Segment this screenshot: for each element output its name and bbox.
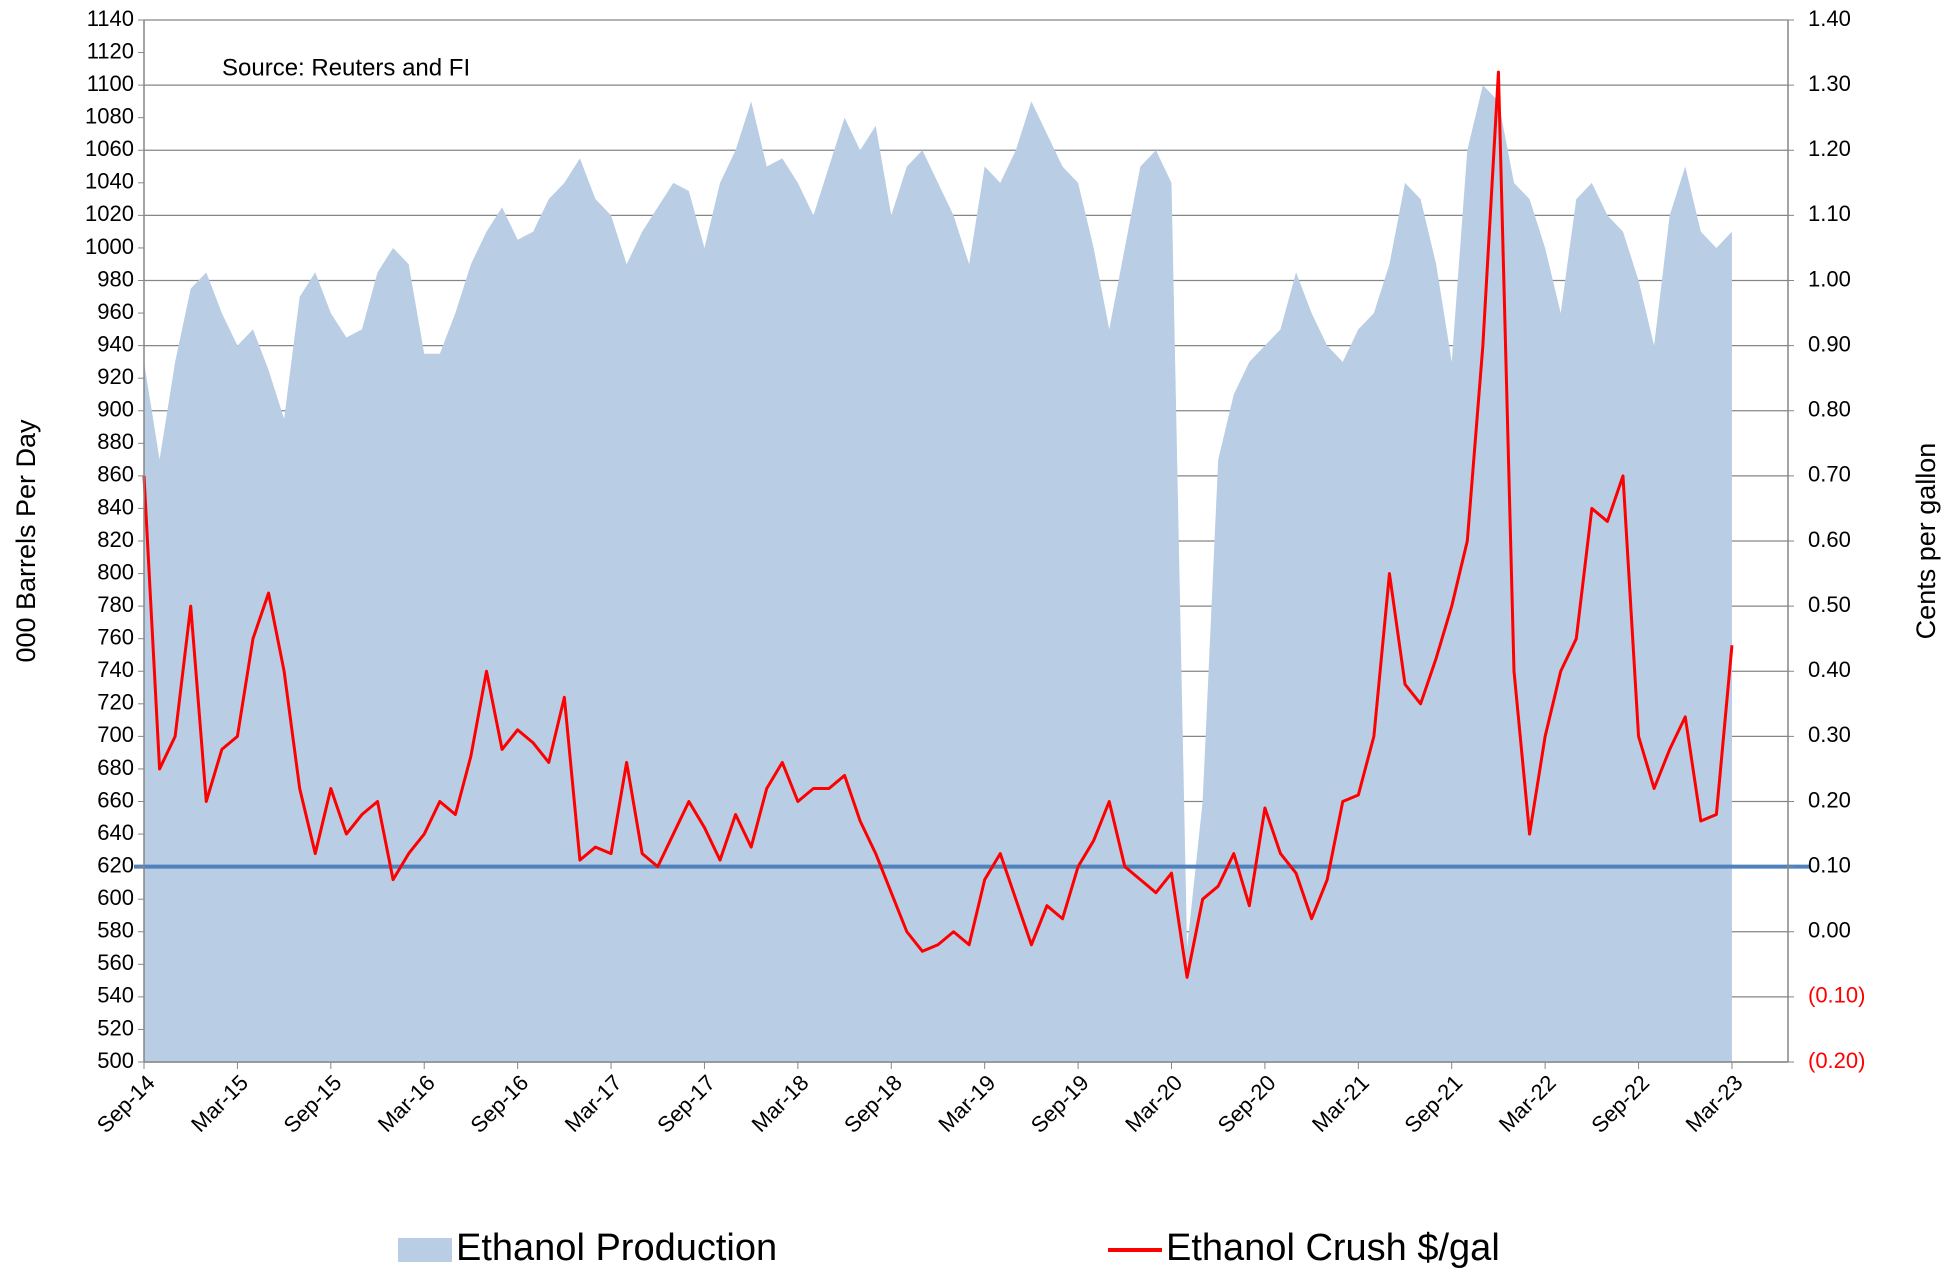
x-tick-label: Sep-19 — [1026, 1070, 1094, 1138]
y-axis-title: 000 Barrels Per Day — [11, 419, 41, 663]
y2-tick-label: 0.70 — [1808, 462, 1851, 487]
y-tick-label: 640 — [97, 820, 134, 845]
y-tick-label: 800 — [97, 559, 134, 584]
x-tick-label: Mar-15 — [186, 1070, 253, 1137]
y2-tick-label: 0.00 — [1808, 918, 1851, 943]
y-tick-label: 600 — [97, 885, 134, 910]
y2-tick-label: 0.50 — [1808, 592, 1851, 617]
y-tick-label: 1040 — [85, 169, 134, 194]
x-tick-label: Sep-17 — [652, 1070, 720, 1138]
y-tick-label: 740 — [97, 657, 134, 682]
y-tick-label: 880 — [97, 429, 134, 454]
x-tick-label: Mar-23 — [1681, 1070, 1748, 1137]
y2-tick-label: 0.60 — [1808, 527, 1851, 552]
y-tick-label: 840 — [97, 494, 134, 519]
y-tick-label: 700 — [97, 722, 134, 747]
y-tick-label: 720 — [97, 690, 134, 715]
y-tick-label: 540 — [97, 983, 134, 1008]
x-tick-label: Mar-19 — [933, 1070, 1000, 1137]
y2-tick-label: 0.20 — [1808, 787, 1851, 812]
y-tick-label: 960 — [97, 299, 134, 324]
line — [142, 70, 1734, 979]
y-tick-label: 520 — [97, 1015, 134, 1040]
y-tick-label: 1080 — [85, 104, 134, 129]
x-tick-label: Sep-15 — [279, 1070, 347, 1138]
y2-tick-label: (0.20) — [1808, 1048, 1865, 1073]
y2-tick-label: 0.10 — [1808, 852, 1851, 877]
y2-tick-label: 1.00 — [1808, 266, 1851, 291]
y-tick-label: 920 — [97, 364, 134, 389]
y2-tick-label: 1.30 — [1808, 71, 1851, 96]
x-tick-label: Sep-14 — [92, 1070, 160, 1138]
y-tick-label: 1100 — [87, 71, 134, 96]
x-tick-label: Mar-20 — [1120, 1070, 1187, 1137]
y-tick-label: 680 — [97, 755, 134, 780]
area — [144, 85, 1732, 1062]
x-tick-label: Sep-20 — [1213, 1070, 1281, 1138]
y2-tick-label: 1.20 — [1808, 136, 1851, 161]
x-tick-label: Mar-16 — [373, 1070, 440, 1137]
legend-swatch — [398, 1238, 452, 1262]
y-tick-label: 560 — [97, 950, 134, 975]
y-tick-label: 660 — [97, 787, 134, 812]
y-tick-label: 980 — [97, 266, 134, 291]
y-tick-label: 820 — [97, 527, 134, 552]
x-tick-label: Sep-22 — [1586, 1070, 1654, 1138]
y2-tick-label: 1.10 — [1808, 201, 1851, 226]
y2-tick-label: 0.40 — [1808, 657, 1851, 682]
x-tick-label: Sep-21 — [1400, 1070, 1468, 1138]
x-tick-label: Mar-22 — [1494, 1070, 1561, 1137]
y-tick-label: 1060 — [85, 136, 134, 161]
y-tick-label: 940 — [97, 331, 134, 356]
legend-label: Ethanol Production — [456, 1227, 777, 1269]
y2-tick-label: (0.10) — [1808, 983, 1865, 1008]
y-tick-label: 780 — [97, 592, 134, 617]
y-tick-label: 1140 — [87, 6, 134, 31]
y-tick-label: 1120 — [87, 38, 134, 63]
y2-tick-label: 0.90 — [1808, 331, 1851, 356]
legend-label: Ethanol Crush $/gal — [1166, 1227, 1500, 1269]
y-tick-label: 860 — [97, 462, 134, 487]
y2-tick-label: 1.40 — [1808, 6, 1851, 31]
y-tick-label: 580 — [97, 918, 134, 943]
x-tick-label: Mar-17 — [560, 1070, 627, 1137]
y-tick-label: 1000 — [85, 234, 134, 259]
x-tick-label: Mar-21 — [1307, 1070, 1374, 1137]
y-tick-label: 620 — [97, 852, 134, 877]
x-tick-label: Sep-16 — [465, 1070, 533, 1138]
y-tick-label: 500 — [97, 1048, 134, 1073]
x-tick-label: Sep-18 — [839, 1070, 907, 1138]
y2-axis-title: Cents per gallon — [1911, 443, 1941, 640]
y2-tick-label: 0.30 — [1808, 722, 1851, 747]
annotation: Source: Reuters and FI — [222, 54, 470, 81]
y2-tick-label: 0.80 — [1808, 397, 1851, 422]
y-tick-label: 760 — [97, 625, 134, 650]
x-tick-label: Mar-18 — [747, 1070, 814, 1137]
y-tick-label: 1020 — [85, 201, 134, 226]
y-tick-label: 900 — [97, 397, 134, 422]
